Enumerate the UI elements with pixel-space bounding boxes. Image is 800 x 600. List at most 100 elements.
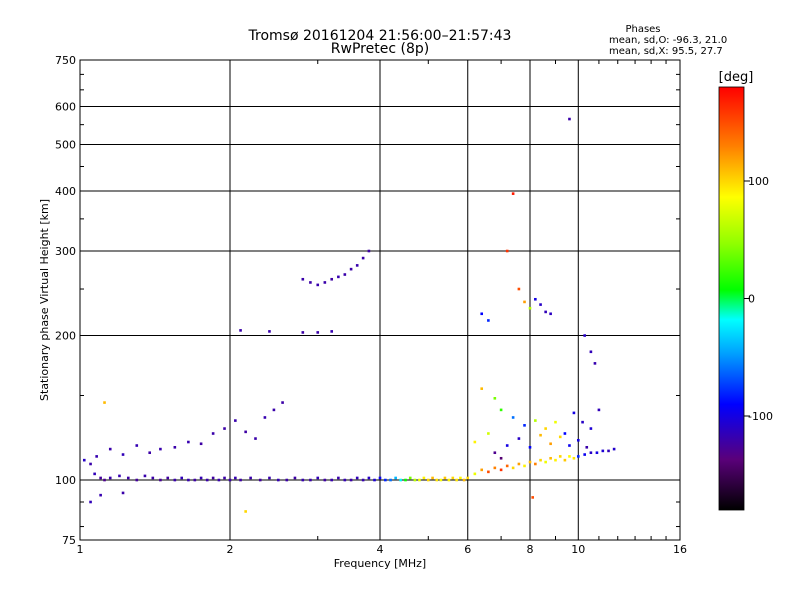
chart-title: Tromsø 20161204 21:56:00–21:57:43	[248, 28, 512, 44]
data-point	[493, 466, 497, 470]
data-point	[534, 297, 537, 301]
data-point	[223, 476, 226, 480]
data-point	[330, 277, 334, 281]
data-point	[549, 456, 552, 460]
data-point	[394, 476, 397, 480]
data-point	[268, 476, 271, 480]
data-point	[572, 411, 576, 415]
y-tick-label: 500	[55, 139, 76, 152]
data-point	[272, 408, 276, 412]
data-point	[89, 462, 92, 466]
colorbar-tick-label: -100	[748, 410, 773, 423]
data-point	[99, 476, 102, 480]
data-point	[517, 462, 521, 466]
colorbar-tick-label: 100	[748, 175, 769, 188]
data-point	[143, 474, 147, 478]
data-point	[228, 478, 232, 482]
data-point	[126, 476, 130, 480]
data-point	[499, 468, 503, 472]
data-point	[455, 478, 458, 482]
data-point	[480, 312, 484, 316]
x-tick-label: 10	[571, 543, 585, 556]
data-point	[511, 192, 515, 195]
data-point	[517, 437, 521, 440]
data-point	[568, 117, 571, 121]
data-point	[607, 449, 610, 453]
data-point	[373, 478, 376, 482]
y-tick-label: 300	[55, 245, 76, 258]
data-point	[544, 310, 547, 314]
data-point	[135, 478, 139, 482]
data-point	[367, 249, 371, 253]
data-point	[378, 476, 382, 480]
data-point	[404, 478, 407, 482]
data-point	[211, 476, 215, 480]
data-point	[205, 478, 209, 482]
data-point	[554, 458, 557, 462]
data-point	[528, 460, 532, 464]
data-point	[187, 440, 190, 444]
data-point	[285, 478, 289, 482]
data-point	[576, 438, 580, 442]
data-point	[108, 476, 112, 480]
data-point	[361, 256, 365, 260]
data-point	[159, 478, 162, 482]
data-point	[276, 478, 280, 482]
data-point	[95, 455, 98, 458]
data-point	[426, 478, 430, 482]
data-point	[568, 444, 571, 447]
data-point	[473, 440, 477, 444]
data-point	[487, 470, 490, 474]
data-point	[223, 427, 226, 430]
data-point	[517, 287, 521, 291]
data-point	[558, 455, 562, 458]
data-point	[539, 458, 542, 462]
data-point	[528, 306, 532, 310]
x-tick-label: 16	[673, 543, 687, 556]
x-axis-ticks: 1 2 4 6 8 10 16	[77, 60, 687, 556]
data-point	[585, 446, 589, 449]
data-point	[549, 312, 552, 316]
colorbar-ticks: 100 0 -100	[744, 175, 773, 423]
data-point	[544, 460, 547, 464]
data-point	[239, 478, 242, 482]
x-tick-label: 6	[464, 543, 471, 556]
data-point	[234, 419, 237, 422]
x-tick-label: 1	[77, 543, 84, 556]
data-point	[523, 300, 526, 304]
phase-legend-o: mean, sd,O: -96.3, 21.0	[609, 35, 727, 46]
data-point	[435, 478, 439, 482]
data-point	[349, 267, 353, 271]
data-point	[217, 478, 221, 482]
data-point	[337, 476, 340, 480]
data-point	[118, 474, 121, 478]
data-point	[180, 476, 184, 480]
data-point	[595, 451, 599, 455]
data-point	[413, 478, 417, 482]
y-tick-label: 400	[55, 185, 76, 198]
data-point	[293, 476, 297, 480]
data-point	[505, 444, 509, 447]
data-point	[384, 478, 387, 482]
data-point	[480, 387, 484, 390]
x-tick-label: 8	[527, 543, 534, 556]
x-axis-label: Frequency [MHz]	[334, 557, 426, 570]
data-point	[93, 472, 96, 476]
data-point	[447, 478, 451, 482]
colorbar	[718, 86, 745, 511]
data-point	[103, 401, 106, 404]
data-point	[211, 432, 215, 435]
x-tick-label: 2	[227, 543, 234, 556]
data-point	[563, 458, 567, 462]
data-point	[254, 437, 257, 440]
data-point	[583, 334, 586, 337]
phase-legend-title: Phases	[625, 24, 660, 35]
data-point	[443, 476, 447, 480]
data-point	[487, 432, 490, 435]
data-point	[539, 433, 542, 437]
y-tick-label: 75	[62, 534, 76, 547]
data-point	[301, 331, 305, 334]
y-axis-ticks: 75 100 200 300 400 500 600 750	[55, 54, 680, 547]
data-point	[309, 478, 312, 482]
data-point	[549, 442, 552, 446]
